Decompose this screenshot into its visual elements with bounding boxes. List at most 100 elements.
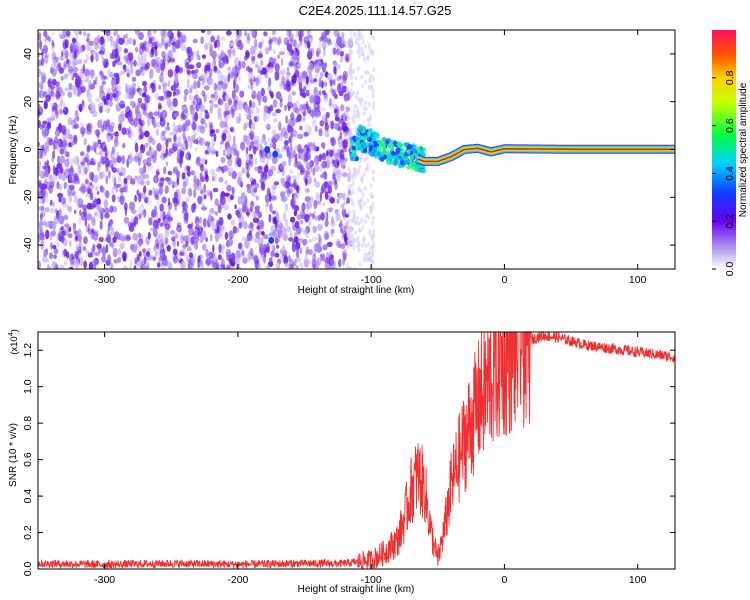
spectrogram-cell [246,32,250,41]
spectrogram-cell [341,251,345,257]
spectrogram-cell [361,192,365,198]
spectrogram-cell [352,108,356,114]
spectrogram-cell [158,84,161,90]
spectrogram-cell [168,150,172,157]
spectrogram-cell [221,89,226,94]
spectrogram-cell [370,263,374,269]
spectrogram-cell [140,144,144,150]
spectrogram-cell [198,179,202,187]
spectrogram-cell [83,59,88,64]
spectrogram-cell [283,160,287,167]
spectrogram-cell [271,210,277,215]
spectrogram-cell [215,258,219,267]
spectrogram-cell [279,222,284,230]
spectrogram-cell [350,197,354,203]
spectrogram-cell [354,220,358,225]
spectrogram-cell [292,39,297,48]
spectrogram-cell [335,114,339,121]
spectrogram-cell [275,91,282,100]
spectrogram-cell [111,165,114,171]
ridge-cell [400,160,405,166]
spectrogram-cell [323,62,327,72]
spectrogram-cell [348,47,352,53]
spectrogram-cell [351,201,355,207]
spectrogram-cell [281,75,285,86]
spectrogram-cell [270,250,275,258]
colorbar: 0.00.20.40.60.8 Normalized spectral ampl… [712,30,749,276]
spectrogram-cell [303,36,309,44]
spectrogram-cell [120,200,124,206]
spectrogram-cell [335,213,341,222]
spectrogram-cell [198,55,201,61]
spectrogram-cell [250,108,254,115]
spectrogram-cell [340,243,346,250]
spectrogram-cell [218,243,222,254]
spectrogram-cell [331,176,337,186]
spectrogram-cell [204,122,208,129]
spectrogram-cell [103,198,109,209]
spectrogram-cell [49,231,53,241]
spectrogram-cell [120,114,125,124]
spectrogram-cell [234,204,237,210]
spectrogram-cell [111,48,116,58]
spectrogram-cell [63,214,69,220]
spectrogram-cell [324,262,329,269]
spectrogram-cell [315,200,321,205]
spectrogram-cell [249,99,252,108]
spectrogram-cell [194,147,198,152]
spectrogram-cell [201,230,207,241]
spectrogram-cell [293,236,299,244]
spectrogram-cell [303,230,307,235]
spectrogram-cell [159,203,164,212]
spectrogram-cell [164,42,168,50]
spectrogram-cell [221,248,224,255]
spectrogram-cell [319,76,323,83]
ridge-cell [380,157,385,163]
spectrogram-cell [354,94,358,100]
spectrogram-cell [154,178,157,183]
spectrogram-cell [221,132,227,142]
spectrogram-cell [105,157,110,167]
spectrogram-cell [286,150,291,156]
spectrogram-cell [368,255,372,261]
spectrogram-cell [144,94,151,104]
spectrogram-cell [179,158,183,168]
ridge-cell [410,155,415,161]
spectrogram-cell [127,115,133,122]
spectrogram-cell [329,197,336,204]
spectrogram-cell [331,120,334,130]
spectrogram-cell [349,89,353,94]
spectrogram-cell [73,117,77,124]
spectrogram-cell [347,165,350,171]
colorbar-tick-label: 0.2 [724,214,736,229]
spectrogram-cell [145,180,151,186]
spectrogram-ridge [264,124,675,244]
spectrogram-cell [284,189,291,194]
spectrogram-cell [231,186,235,195]
ridge-cell [367,131,372,137]
spectrogram-cell [145,260,151,269]
bottom-y-tick-label: 1.0 [22,379,34,394]
spectrogram-cell [310,34,313,43]
spectrogram-cell [291,220,295,231]
spectrogram-cell [314,164,320,173]
spectrogram-cell [284,180,291,189]
spectrogram-cell [177,190,181,199]
spectrogram-cell [73,155,79,165]
spectrogram-cell [319,80,322,88]
spectrogram-cell [38,260,42,269]
spectrogram-cell [318,41,322,51]
spectrogram-cell [72,88,79,96]
spectrogram-cell [91,215,96,223]
spectrogram-cell [369,245,373,251]
spectrogram-cell [307,47,313,55]
spectrogram-cell [358,163,362,169]
spectrogram-cell [52,150,56,159]
spectrogram-cell [67,142,74,148]
spectrogram-cell [294,220,300,229]
spectrogram-cell [43,101,48,110]
spectrogram-cell [295,62,301,70]
spectrogram-cell [142,185,146,194]
spectrogram-cell [230,126,234,133]
